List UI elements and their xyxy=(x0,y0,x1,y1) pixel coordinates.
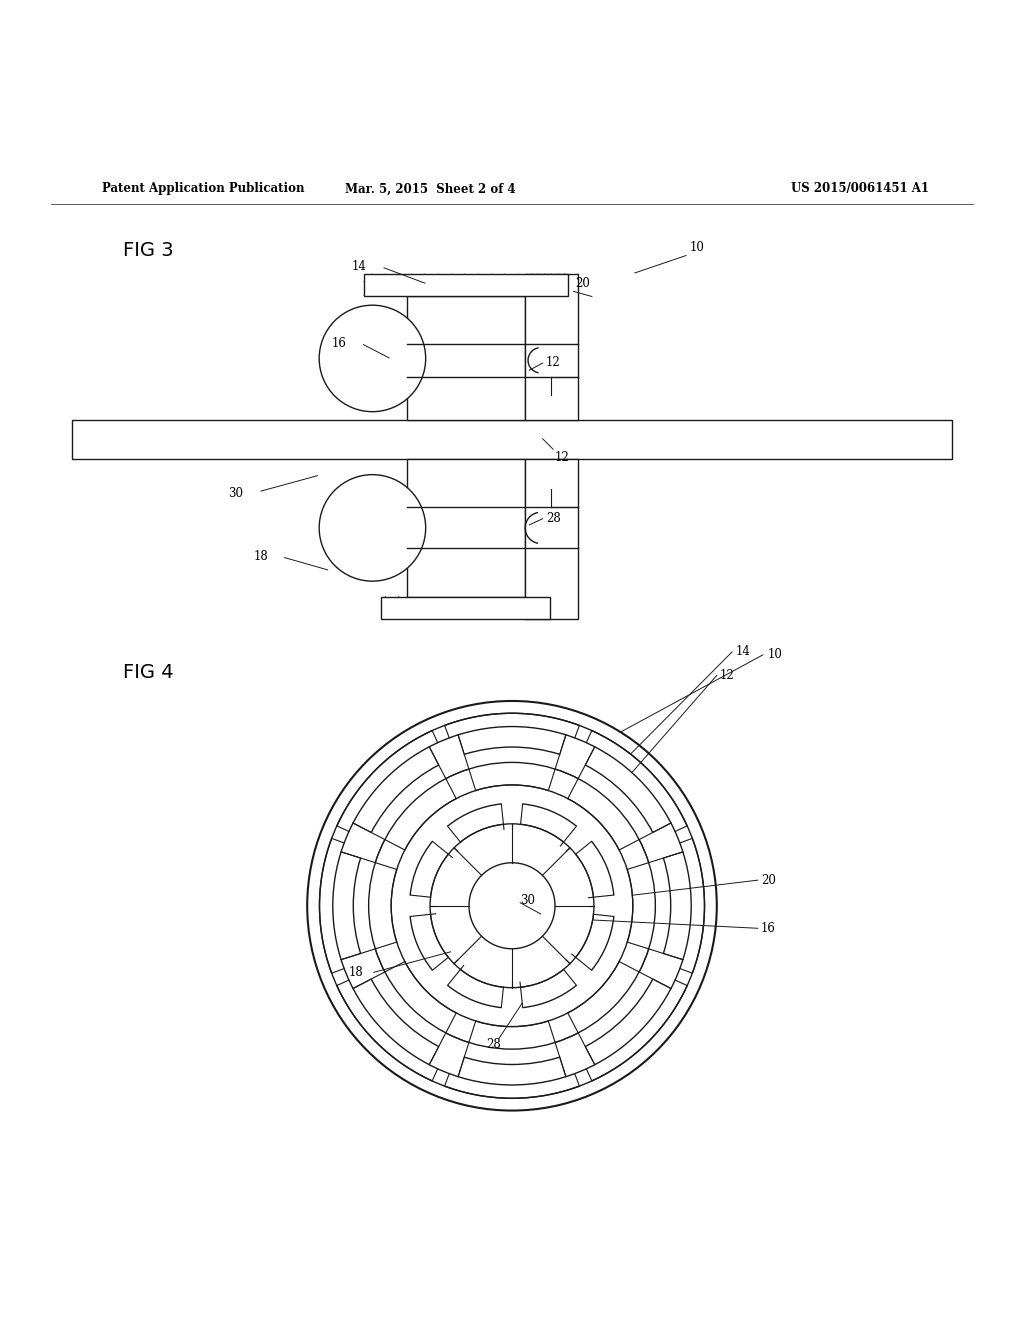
Text: 18: 18 xyxy=(348,966,362,979)
Text: US 2015/0061451 A1: US 2015/0061451 A1 xyxy=(792,182,929,195)
Circle shape xyxy=(333,726,691,1085)
Text: 16: 16 xyxy=(761,921,776,935)
Text: Patent Application Publication: Patent Application Publication xyxy=(102,182,305,195)
Text: 10: 10 xyxy=(689,242,705,255)
Text: 10: 10 xyxy=(768,648,783,661)
Text: 20: 20 xyxy=(575,277,591,290)
Circle shape xyxy=(391,785,633,1027)
Bar xyxy=(525,459,579,619)
Bar xyxy=(72,420,952,459)
Text: 30: 30 xyxy=(227,487,243,499)
Text: 12: 12 xyxy=(546,355,560,368)
Text: FIG 4: FIG 4 xyxy=(123,663,173,682)
Circle shape xyxy=(430,824,594,987)
Text: 12: 12 xyxy=(555,451,569,465)
Text: 14: 14 xyxy=(351,260,367,273)
Bar xyxy=(525,275,579,420)
Bar xyxy=(408,297,525,420)
Circle shape xyxy=(319,713,705,1098)
Text: 28: 28 xyxy=(486,1038,501,1051)
Text: 30: 30 xyxy=(520,894,536,907)
Text: 12: 12 xyxy=(720,669,734,682)
Text: FIG 3: FIG 3 xyxy=(123,242,173,260)
Bar xyxy=(408,459,525,597)
Circle shape xyxy=(469,863,555,949)
Text: 28: 28 xyxy=(546,512,560,525)
Text: 18: 18 xyxy=(254,550,268,564)
Circle shape xyxy=(307,701,717,1110)
Text: 14: 14 xyxy=(735,645,751,659)
Text: 20: 20 xyxy=(761,874,776,887)
Circle shape xyxy=(319,305,426,412)
Text: Mar. 5, 2015  Sheet 2 of 4: Mar. 5, 2015 Sheet 2 of 4 xyxy=(345,182,515,195)
Circle shape xyxy=(319,475,426,581)
Bar xyxy=(364,275,568,297)
Text: 16: 16 xyxy=(331,337,346,350)
Bar xyxy=(381,597,551,619)
Circle shape xyxy=(369,763,655,1049)
